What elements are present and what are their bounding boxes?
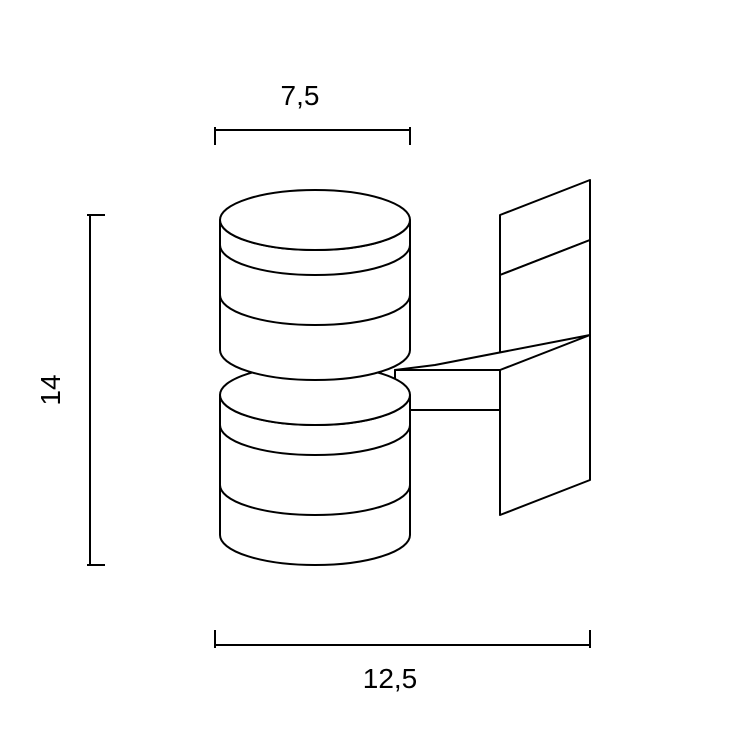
technical-drawing: 7,5 14 12,5 <box>0 0 750 750</box>
product-drawing <box>220 180 590 565</box>
cylinder-top <box>220 190 410 380</box>
dimension-left: 14 <box>35 215 105 565</box>
dimension-top-label: 7,5 <box>281 80 320 111</box>
cylinder-bottom <box>220 365 410 565</box>
dimension-left-label: 14 <box>35 374 66 405</box>
dimension-bottom: 12,5 <box>215 630 590 694</box>
dimension-bottom-label: 12,5 <box>363 663 418 694</box>
dimension-top: 7,5 <box>215 80 410 145</box>
